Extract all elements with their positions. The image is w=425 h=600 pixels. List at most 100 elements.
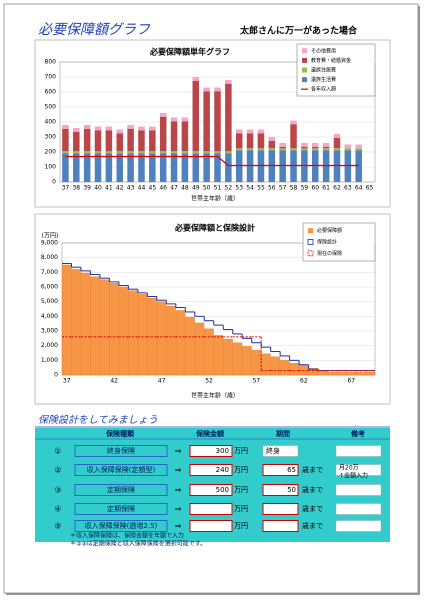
- x-tick-label: 37: [63, 378, 71, 385]
- bar: [62, 264, 72, 376]
- period-input: [262, 503, 299, 515]
- column-header: 保険金額: [195, 429, 224, 438]
- x-tick-label: 42: [110, 378, 118, 385]
- bar: [159, 153, 167, 182]
- bar: [192, 77, 200, 81]
- x-tick-label: 51: [214, 185, 222, 192]
- x-tick-label: 56: [268, 185, 276, 192]
- bar: [118, 286, 129, 376]
- chart-title: 必要保障額と保険設計: [174, 223, 255, 233]
- bar: [225, 153, 232, 182]
- page-subtitle: 太郎さんに万一があった場合: [239, 25, 358, 37]
- y-tick-label: 1,000: [41, 357, 58, 364]
- y-unit: (万円): [42, 233, 59, 240]
- step-riser: [70, 263, 319, 371]
- bar: [105, 151, 113, 154]
- insurance-type: 収入保障保険(定額型): [87, 465, 156, 474]
- type-box: [74, 464, 168, 476]
- bar: [170, 151, 178, 154]
- x-tick-label: 49: [192, 185, 200, 192]
- bar: [166, 305, 176, 376]
- bar: [322, 143, 330, 147]
- bar: [94, 151, 102, 154]
- amount-input: [189, 445, 233, 457]
- note-text: 月20万: [339, 465, 359, 472]
- arrow: ⇒: [175, 522, 182, 531]
- period-value: 65: [287, 466, 296, 474]
- bar: [355, 150, 362, 182]
- bar: [138, 153, 145, 182]
- x-tick-label: 62: [300, 378, 308, 385]
- bar: [203, 91, 210, 152]
- bar: [71, 269, 81, 376]
- line: [65, 155, 359, 167]
- x-tick-label: 43: [127, 185, 135, 192]
- x-tick-label: 48: [181, 185, 189, 192]
- amount-unit: 万円: [234, 466, 248, 474]
- note-cell: [335, 445, 382, 457]
- bar: [337, 371, 347, 376]
- amount-input: [189, 484, 233, 496]
- x-tick-label: 63: [344, 185, 352, 192]
- x-tick-label: 52: [205, 378, 213, 385]
- bar: [225, 83, 232, 152]
- bar: [62, 153, 69, 182]
- bar: [109, 283, 119, 376]
- x-tick-label: 41: [105, 185, 113, 192]
- insurance-type: 収入保障保険(逓増2.5): [85, 521, 158, 530]
- bar: [268, 150, 276, 182]
- bar: [116, 129, 123, 134]
- legend-swatch: [308, 228, 313, 234]
- bar: [137, 294, 148, 376]
- note-cell: [335, 503, 382, 515]
- y-tick-label: 100: [45, 164, 57, 171]
- x-tick-label: 57: [279, 185, 287, 192]
- bar: [181, 121, 189, 152]
- bar: [290, 120, 297, 125]
- bar: [149, 153, 156, 182]
- bar: [185, 316, 195, 376]
- x-tick-label: 50: [203, 185, 211, 192]
- arrow: ⇒: [175, 505, 182, 514]
- bar: [170, 117, 178, 122]
- insurance-type: 定期保険: [107, 485, 135, 494]
- period-unit: 歳まで: [302, 465, 323, 474]
- bar: [290, 150, 297, 182]
- bar: [308, 368, 319, 376]
- bar: [149, 151, 156, 154]
- y-tick-label: 5,000: [41, 298, 58, 305]
- bar: [235, 133, 243, 149]
- bar: [356, 371, 366, 376]
- bar: [73, 153, 80, 182]
- bar: [94, 153, 102, 182]
- x-tick-label: 55: [257, 185, 265, 192]
- insurance-type: 定期保険: [107, 504, 135, 513]
- bar: [268, 148, 276, 151]
- bar: [344, 150, 352, 182]
- arrow: ⇒: [175, 447, 182, 456]
- bar: [344, 148, 352, 151]
- page-title: 必要保障額グラフ: [38, 22, 151, 38]
- bar: [312, 150, 319, 182]
- amount-value: 500: [216, 486, 229, 494]
- bar: [312, 148, 319, 151]
- bar: [62, 151, 69, 154]
- x-tick-label: 42: [116, 185, 124, 192]
- bar: [333, 137, 341, 149]
- footnote: ＊収入保障保険は、保険金額を年額で入力: [70, 532, 184, 540]
- x-axis-title: 世帯主年齢（歳）: [191, 392, 239, 400]
- bar: [225, 151, 232, 154]
- x-tick-label: 57: [253, 378, 261, 385]
- y-tick-label: 8,000: [41, 254, 58, 261]
- amount-input: [189, 503, 233, 515]
- bar: [170, 121, 178, 152]
- legend-swatch: [302, 67, 307, 73]
- bar: [327, 371, 338, 376]
- bar: [105, 126, 113, 131]
- bar: [246, 129, 254, 134]
- x-tick-label: 45: [149, 185, 157, 192]
- legend-box: [296, 43, 376, 97]
- bar: [279, 148, 286, 151]
- bar: [149, 126, 156, 131]
